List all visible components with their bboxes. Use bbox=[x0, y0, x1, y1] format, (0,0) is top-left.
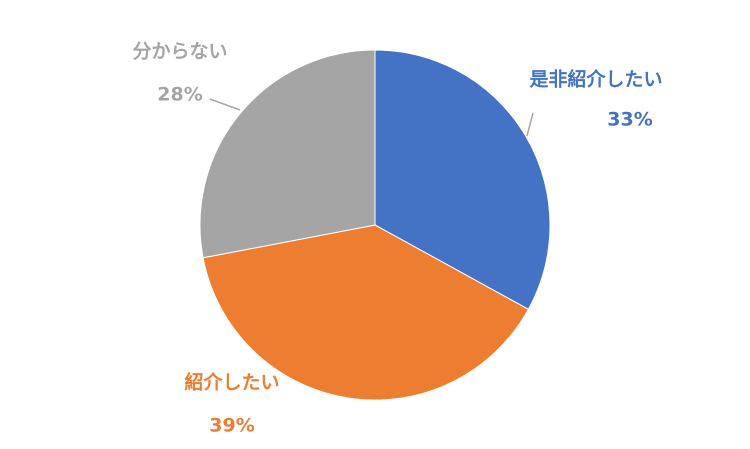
value-label: 28% bbox=[157, 84, 202, 106]
category-label: 紹介したい bbox=[184, 371, 279, 394]
category-label: 分からない bbox=[132, 41, 227, 63]
value-label: 33% bbox=[607, 109, 652, 131]
pie-slice bbox=[199, 49, 376, 259]
leader-line bbox=[209, 98, 241, 111]
leader-line bbox=[526, 112, 534, 137]
pie-slice bbox=[202, 224, 530, 401]
pie-slice bbox=[374, 49, 551, 310]
category-label: 是非紹介したい bbox=[529, 68, 662, 91]
value-label: 39% bbox=[209, 415, 254, 437]
